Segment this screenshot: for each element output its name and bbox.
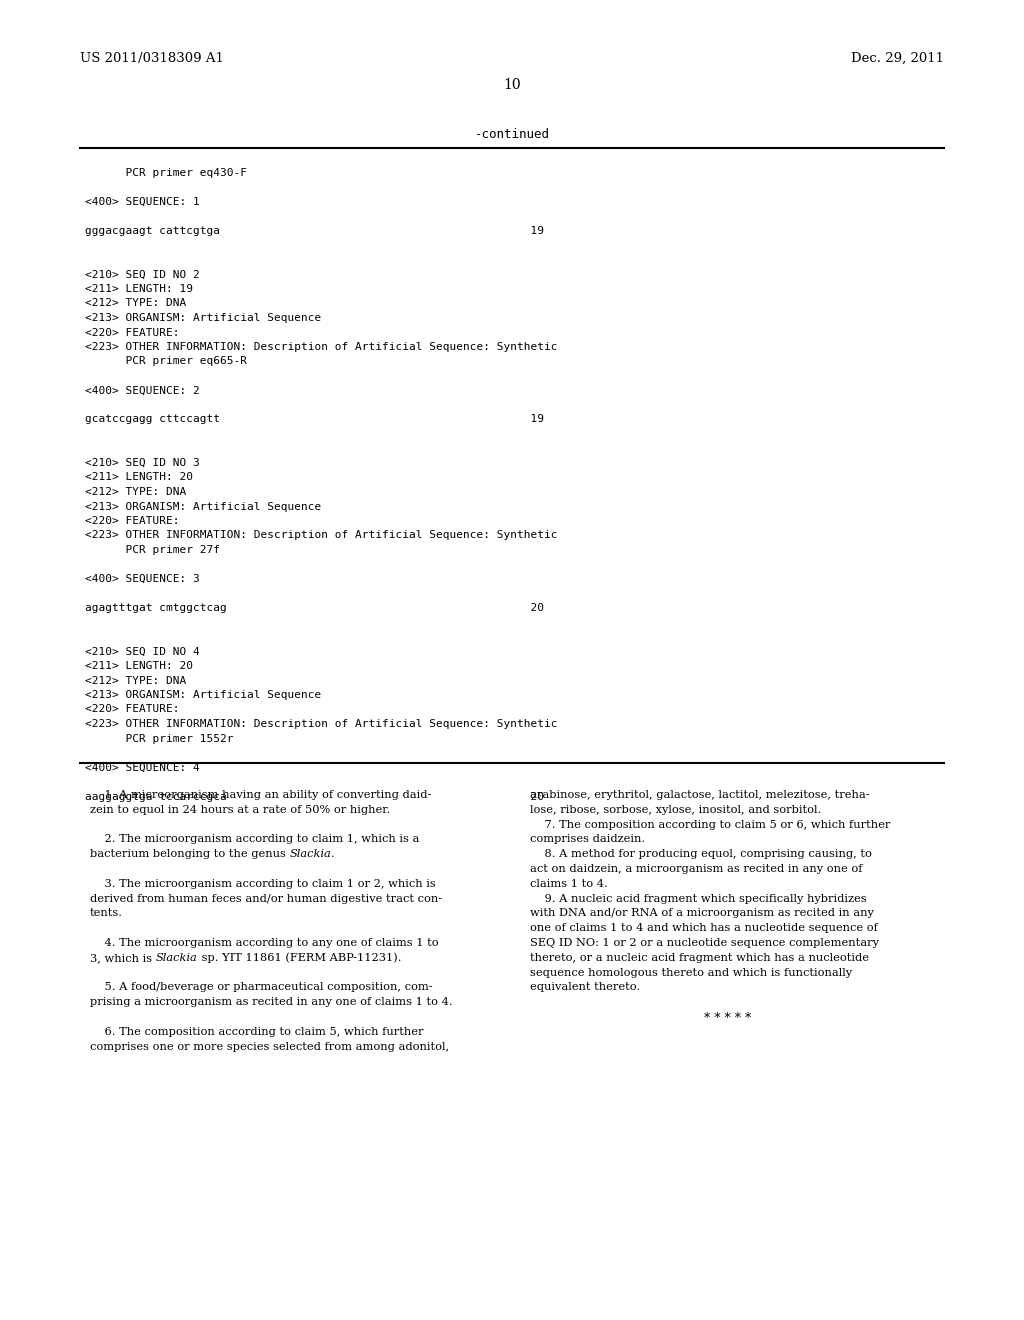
Text: PCR primer 1552r: PCR primer 1552r <box>85 734 233 743</box>
Text: sequence homologous thereto and which is functionally: sequence homologous thereto and which is… <box>530 968 852 978</box>
Text: <212> TYPE: DNA: <212> TYPE: DNA <box>85 676 186 685</box>
Text: <400> SEQUENCE: 1: <400> SEQUENCE: 1 <box>85 197 200 207</box>
Text: 10: 10 <box>503 78 521 92</box>
Text: <210> SEQ ID NO 4: <210> SEQ ID NO 4 <box>85 647 200 656</box>
Text: gcatccgagg cttccagtt                                              19: gcatccgagg cttccagtt 19 <box>85 414 544 425</box>
Text: <400> SEQUENCE: 3: <400> SEQUENCE: 3 <box>85 574 200 583</box>
Text: <220> FEATURE:: <220> FEATURE: <box>85 327 179 338</box>
Text: equivalent thereto.: equivalent thereto. <box>530 982 640 993</box>
Text: claims 1 to 4.: claims 1 to 4. <box>530 879 608 888</box>
Text: arabinose, erythritol, galactose, lactitol, melezitose, treha-: arabinose, erythritol, galactose, lactit… <box>530 789 869 800</box>
Text: <210> SEQ ID NO 2: <210> SEQ ID NO 2 <box>85 269 200 280</box>
Text: prising a microorganism as recited in any one of claims 1 to 4.: prising a microorganism as recited in an… <box>90 997 453 1007</box>
Text: 6. The composition according to claim 5, which further: 6. The composition according to claim 5,… <box>90 1027 424 1036</box>
Text: -continued: -continued <box>474 128 550 141</box>
Text: <211> LENGTH: 20: <211> LENGTH: 20 <box>85 661 193 671</box>
Text: <211> LENGTH: 19: <211> LENGTH: 19 <box>85 284 193 294</box>
Text: Dec. 29, 2011: Dec. 29, 2011 <box>851 51 944 65</box>
Text: 3. The microorganism according to claim 1 or 2, which is: 3. The microorganism according to claim … <box>90 879 436 888</box>
Text: comprises daidzein.: comprises daidzein. <box>530 834 645 845</box>
Text: <212> TYPE: DNA: <212> TYPE: DNA <box>85 487 186 498</box>
Text: <213> ORGANISM: Artificial Sequence: <213> ORGANISM: Artificial Sequence <box>85 313 322 323</box>
Text: * * * * *: * * * * * <box>705 1012 752 1026</box>
Text: <220> FEATURE:: <220> FEATURE: <box>85 516 179 525</box>
Text: sp. YIT 11861 (FERM ABP-11231).: sp. YIT 11861 (FERM ABP-11231). <box>198 953 401 964</box>
Text: <211> LENGTH: 20: <211> LENGTH: 20 <box>85 473 193 483</box>
Text: derived from human feces and/or human digestive tract con-: derived from human feces and/or human di… <box>90 894 442 904</box>
Text: bacterium belonging to the genus: bacterium belonging to the genus <box>90 849 290 859</box>
Text: 7. The composition according to claim 5 or 6, which further: 7. The composition according to claim 5 … <box>530 820 891 829</box>
Text: Slackia: Slackia <box>290 849 331 859</box>
Text: 8. A method for producing equol, comprising causing, to: 8. A method for producing equol, compris… <box>530 849 871 859</box>
Text: PCR primer eq665-R: PCR primer eq665-R <box>85 356 247 367</box>
Text: <210> SEQ ID NO 3: <210> SEQ ID NO 3 <box>85 458 200 469</box>
Text: US 2011/0318309 A1: US 2011/0318309 A1 <box>80 51 224 65</box>
Text: thereto, or a nucleic acid fragment which has a nucleotide: thereto, or a nucleic acid fragment whic… <box>530 953 869 962</box>
Text: agagtttgat cmtggctcag                                             20: agagtttgat cmtggctcag 20 <box>85 603 544 612</box>
Text: 4. The microorganism according to any one of claims 1 to: 4. The microorganism according to any on… <box>90 939 438 948</box>
Text: .: . <box>331 849 335 859</box>
Text: one of claims 1 to 4 and which has a nucleotide sequence of: one of claims 1 to 4 and which has a nuc… <box>530 923 878 933</box>
Text: <213> ORGANISM: Artificial Sequence: <213> ORGANISM: Artificial Sequence <box>85 690 322 700</box>
Text: <223> OTHER INFORMATION: Description of Artificial Sequence: Synthetic: <223> OTHER INFORMATION: Description of … <box>85 342 557 352</box>
Text: with DNA and/or RNA of a microorganism as recited in any: with DNA and/or RNA of a microorganism a… <box>530 908 873 919</box>
Text: <212> TYPE: DNA: <212> TYPE: DNA <box>85 298 186 309</box>
Text: zein to equol in 24 hours at a rate of 50% or higher.: zein to equol in 24 hours at a rate of 5… <box>90 805 390 814</box>
Text: gggacgaagt cattcgtga                                              19: gggacgaagt cattcgtga 19 <box>85 226 544 236</box>
Text: <400> SEQUENCE: 2: <400> SEQUENCE: 2 <box>85 385 200 396</box>
Text: PCR primer 27f: PCR primer 27f <box>85 545 220 554</box>
Text: PCR primer eq430-F: PCR primer eq430-F <box>85 168 247 178</box>
Text: 9. A nucleic acid fragment which specifically hybridizes: 9. A nucleic acid fragment which specifi… <box>530 894 866 904</box>
Text: lose, ribose, sorbose, xylose, inositol, and sorbitol.: lose, ribose, sorbose, xylose, inositol,… <box>530 805 821 814</box>
Text: <220> FEATURE:: <220> FEATURE: <box>85 705 179 714</box>
Text: comprises one or more species selected from among adonitol,: comprises one or more species selected f… <box>90 1041 450 1052</box>
Text: 1. A microorganism having an ability of converting daid-: 1. A microorganism having an ability of … <box>90 789 431 800</box>
Text: aaggaggtga tccarccgca                                             20: aaggaggtga tccarccgca 20 <box>85 792 544 801</box>
Text: <223> OTHER INFORMATION: Description of Artificial Sequence: Synthetic: <223> OTHER INFORMATION: Description of … <box>85 719 557 729</box>
Text: Slackia: Slackia <box>156 953 198 962</box>
Text: <213> ORGANISM: Artificial Sequence: <213> ORGANISM: Artificial Sequence <box>85 502 322 511</box>
Text: 3, which is: 3, which is <box>90 953 156 962</box>
Text: 5. A food/beverage or pharmaceutical composition, com-: 5. A food/beverage or pharmaceutical com… <box>90 982 432 993</box>
Text: SEQ ID NO: 1 or 2 or a nucleotide sequence complementary: SEQ ID NO: 1 or 2 or a nucleotide sequen… <box>530 939 879 948</box>
Text: <223> OTHER INFORMATION: Description of Artificial Sequence: Synthetic: <223> OTHER INFORMATION: Description of … <box>85 531 557 540</box>
Text: 2. The microorganism according to claim 1, which is a: 2. The microorganism according to claim … <box>90 834 420 845</box>
Text: <400> SEQUENCE: 4: <400> SEQUENCE: 4 <box>85 763 200 772</box>
Text: act on daidzein, a microorganism as recited in any one of: act on daidzein, a microorganism as reci… <box>530 865 862 874</box>
Text: tents.: tents. <box>90 908 123 919</box>
